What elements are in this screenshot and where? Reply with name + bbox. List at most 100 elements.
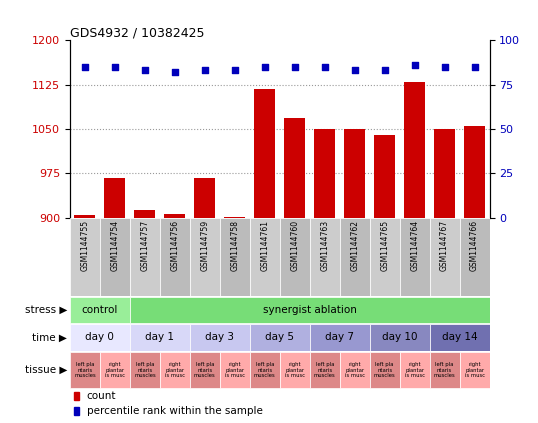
Text: stress ▶: stress ▶ (25, 305, 67, 315)
Text: GSM1144762: GSM1144762 (350, 220, 359, 271)
Bar (104, 178, 125, 218)
Bar (339, 352, 370, 388)
Text: time ▶: time ▶ (32, 332, 67, 342)
Bar (254, 89, 275, 218)
Point (230, 67, 239, 74)
Text: right
plantar
is musc: right plantar is musc (105, 362, 125, 379)
Text: GSM1144765: GSM1144765 (380, 220, 389, 271)
Bar (430, 352, 459, 388)
Point (260, 63, 269, 70)
Bar (134, 210, 155, 218)
Text: GSM1144760: GSM1144760 (290, 220, 299, 271)
Bar (404, 82, 425, 218)
Text: day 5: day 5 (265, 332, 294, 342)
Bar (74, 407, 79, 415)
Text: GSM1144758: GSM1144758 (230, 220, 239, 271)
Point (201, 67, 209, 74)
Text: GSM1144767: GSM1144767 (440, 220, 449, 271)
Bar (310, 218, 339, 296)
Text: count: count (87, 391, 116, 401)
Text: percentile rank within the sample: percentile rank within the sample (87, 406, 263, 416)
Bar (70, 218, 100, 296)
Text: GSM1144757: GSM1144757 (140, 220, 150, 271)
Text: day 1: day 1 (145, 332, 174, 342)
Text: left pla
ntaris
muscles: left pla ntaris muscles (74, 362, 96, 379)
Bar (400, 218, 430, 296)
Text: left pla
ntaris
muscles: left pla ntaris muscles (134, 362, 155, 379)
Text: day 10: day 10 (382, 332, 417, 342)
Bar (70, 297, 130, 323)
Bar (280, 352, 310, 388)
Bar (220, 352, 250, 388)
Bar (250, 352, 280, 388)
Point (111, 63, 119, 70)
Bar (74, 215, 95, 218)
Point (321, 63, 329, 70)
Bar (130, 297, 490, 323)
Text: GSM1144763: GSM1144763 (320, 220, 329, 271)
Text: right
plantar
is musc: right plantar is musc (345, 362, 365, 379)
Bar (70, 352, 100, 388)
Point (410, 62, 419, 69)
Text: right
plantar
is musc: right plantar is musc (405, 362, 424, 379)
Point (291, 63, 299, 70)
Text: GDS4932 / 10382425: GDS4932 / 10382425 (70, 26, 204, 39)
Bar (250, 218, 280, 296)
Bar (220, 218, 250, 296)
Bar (310, 352, 339, 388)
Bar (164, 214, 185, 218)
Point (350, 67, 359, 74)
Bar (400, 352, 430, 388)
Text: left pla
ntaris
muscles: left pla ntaris muscles (374, 362, 395, 379)
Text: left pla
ntaris
muscles: left pla ntaris muscles (254, 362, 275, 379)
Text: tissue ▶: tissue ▶ (25, 365, 67, 375)
Bar (130, 218, 160, 296)
Text: right
plantar
is musc: right plantar is musc (285, 362, 305, 379)
Bar (314, 129, 335, 218)
Bar (374, 135, 395, 218)
Text: day 3: day 3 (206, 332, 235, 342)
Point (171, 69, 179, 76)
Bar (74, 392, 79, 401)
Text: right
plantar
is musc: right plantar is musc (165, 362, 185, 379)
Bar (130, 324, 190, 351)
Bar (430, 324, 490, 351)
Bar (130, 352, 160, 388)
Bar (280, 218, 310, 296)
Bar (459, 352, 490, 388)
Bar (190, 324, 250, 351)
Text: left pla
ntaris
muscles: left pla ntaris muscles (194, 362, 216, 379)
Bar (100, 352, 130, 388)
Bar (190, 352, 220, 388)
Text: day 0: day 0 (86, 332, 115, 342)
Bar (370, 218, 400, 296)
Bar (194, 178, 215, 218)
Bar (459, 218, 490, 296)
Text: GSM1144759: GSM1144759 (200, 220, 209, 271)
Bar (310, 324, 370, 351)
Point (140, 67, 149, 74)
Text: synergist ablation: synergist ablation (263, 305, 357, 315)
Bar (339, 218, 370, 296)
Text: day 7: day 7 (325, 332, 354, 342)
Bar (100, 218, 130, 296)
Text: left pla
ntaris
muscles: left pla ntaris muscles (434, 362, 456, 379)
Text: right
plantar
is musc: right plantar is musc (225, 362, 245, 379)
Text: right
plantar
is musc: right plantar is musc (464, 362, 485, 379)
Bar (464, 126, 485, 218)
Bar (284, 118, 305, 218)
Bar (434, 129, 455, 218)
Text: GSM1144756: GSM1144756 (171, 220, 179, 271)
Text: day 14: day 14 (442, 332, 477, 342)
Text: GSM1144761: GSM1144761 (260, 220, 270, 271)
Text: left pla
ntaris
muscles: left pla ntaris muscles (314, 362, 336, 379)
Bar (344, 129, 365, 218)
Bar (160, 352, 190, 388)
Bar (250, 324, 310, 351)
Point (470, 63, 479, 70)
Bar (160, 218, 190, 296)
Point (440, 63, 449, 70)
Text: GSM1144766: GSM1144766 (470, 220, 479, 271)
Bar (224, 217, 245, 218)
Bar (70, 324, 130, 351)
